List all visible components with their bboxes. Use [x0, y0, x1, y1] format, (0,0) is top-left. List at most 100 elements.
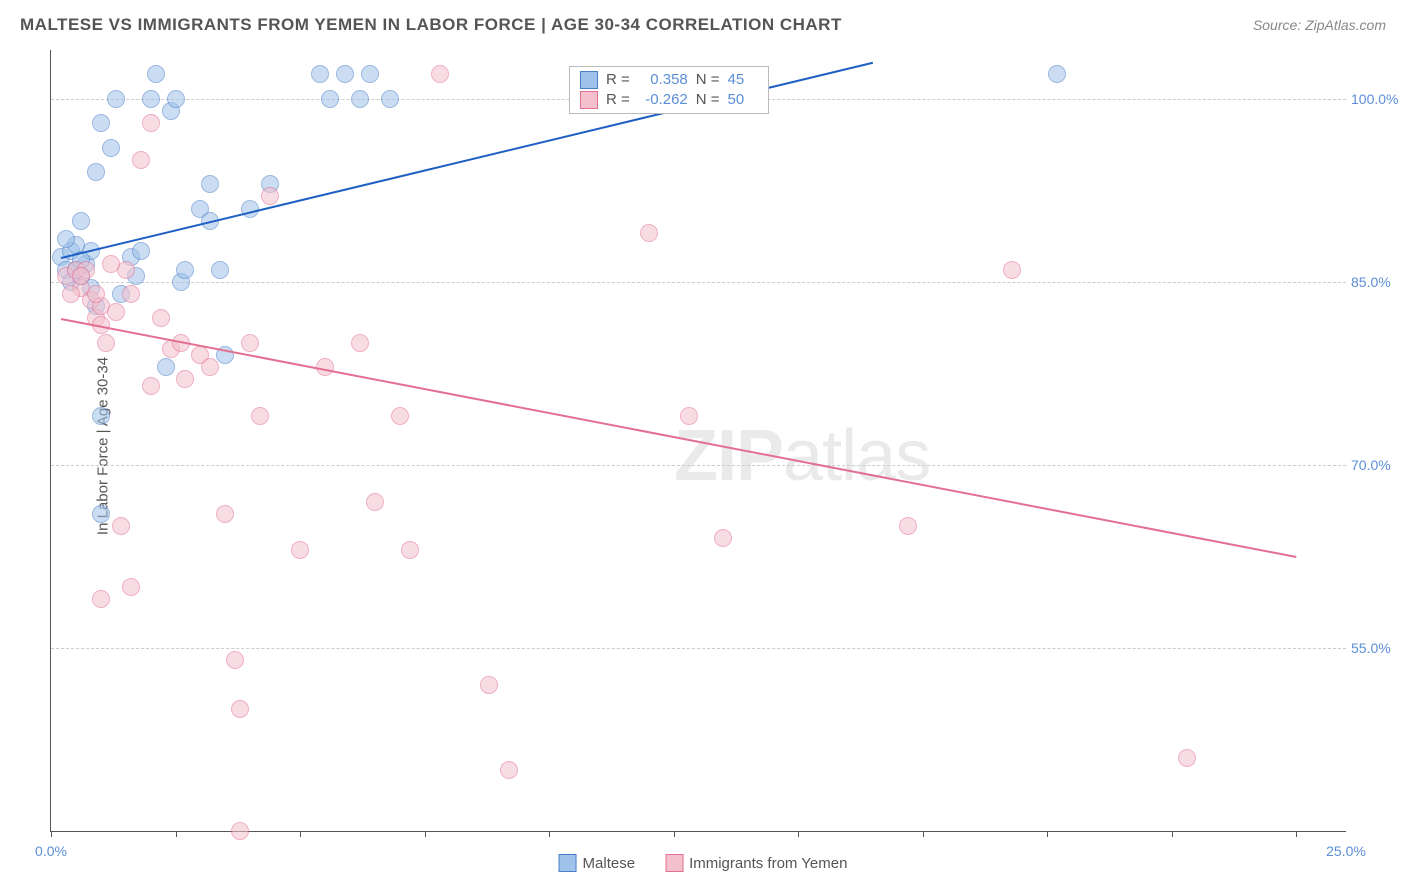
- header: MALTESE VS IMMIGRANTS FROM YEMEN IN LABO…: [0, 0, 1406, 40]
- data-point: [87, 285, 105, 303]
- x-tick: [176, 831, 177, 837]
- x-tick: [51, 831, 52, 837]
- data-point: [714, 529, 732, 547]
- data-point: [251, 407, 269, 425]
- watermark: ZIPatlas: [674, 415, 930, 497]
- data-point: [1178, 749, 1196, 767]
- data-point: [431, 65, 449, 83]
- data-point: [351, 90, 369, 108]
- data-point: [311, 65, 329, 83]
- legend-label: Immigrants from Yemen: [689, 855, 847, 872]
- x-tick: [1047, 831, 1048, 837]
- swatch-icon: [559, 854, 577, 872]
- data-point: [500, 761, 518, 779]
- x-tick: [300, 831, 301, 837]
- data-point: [122, 578, 140, 596]
- x-tick: [549, 831, 550, 837]
- data-point: [112, 517, 130, 535]
- data-point: [62, 285, 80, 303]
- data-point: [152, 309, 170, 327]
- data-point: [241, 334, 259, 352]
- data-point: [92, 590, 110, 608]
- data-point: [201, 175, 219, 193]
- data-point: [142, 114, 160, 132]
- data-point: [157, 358, 175, 376]
- data-point: [1048, 65, 1066, 83]
- gridline: [51, 465, 1346, 466]
- data-point: [216, 505, 234, 523]
- n-value: 45: [728, 71, 758, 88]
- data-point: [132, 151, 150, 169]
- x-tick-label: 0.0%: [35, 843, 67, 859]
- watermark-thin: atlas: [783, 416, 930, 496]
- data-point: [57, 230, 75, 248]
- data-point: [899, 517, 917, 535]
- data-point: [226, 651, 244, 669]
- r-value: 0.358: [638, 71, 688, 88]
- data-point: [381, 90, 399, 108]
- data-point: [107, 303, 125, 321]
- data-point: [366, 493, 384, 511]
- data-point: [167, 90, 185, 108]
- data-point: [142, 90, 160, 108]
- data-point: [122, 285, 140, 303]
- x-tick: [1172, 831, 1173, 837]
- r-value: -0.262: [638, 91, 688, 108]
- data-point: [231, 700, 249, 718]
- y-tick-label: 70.0%: [1351, 457, 1401, 473]
- gridline: [51, 282, 1346, 283]
- source-link[interactable]: ZipAtlas.com: [1305, 17, 1386, 33]
- source-label: Source:: [1253, 17, 1301, 33]
- data-point: [680, 407, 698, 425]
- data-point: [201, 358, 219, 376]
- x-tick: [923, 831, 924, 837]
- x-tick: [798, 831, 799, 837]
- data-point: [102, 255, 120, 273]
- data-point: [92, 505, 110, 523]
- data-point: [261, 187, 279, 205]
- data-point: [176, 370, 194, 388]
- data-point: [336, 65, 354, 83]
- chart-title: MALTESE VS IMMIGRANTS FROM YEMEN IN LABO…: [20, 15, 842, 35]
- data-point: [176, 261, 194, 279]
- stats-legend-row: R =-0.262N =50: [580, 91, 758, 109]
- data-point: [107, 90, 125, 108]
- x-tick: [674, 831, 675, 837]
- trend-line: [61, 318, 1297, 558]
- data-point: [97, 334, 115, 352]
- x-tick-label: 25.0%: [1326, 843, 1366, 859]
- data-point: [132, 242, 150, 260]
- data-point: [351, 334, 369, 352]
- data-point: [361, 65, 379, 83]
- data-point: [1003, 261, 1021, 279]
- r-label: R =: [606, 71, 630, 88]
- source-credit: Source: ZipAtlas.com: [1253, 17, 1386, 33]
- data-point: [102, 139, 120, 157]
- gridline: [51, 648, 1346, 649]
- data-point: [211, 261, 229, 279]
- y-tick-label: 85.0%: [1351, 274, 1401, 290]
- legend-item-yemen: Immigrants from Yemen: [665, 854, 847, 872]
- bottom-legend: Maltese Immigrants from Yemen: [559, 854, 848, 872]
- data-point: [87, 163, 105, 181]
- stats-legend-row: R =0.358N =45: [580, 71, 758, 89]
- swatch-icon: [580, 91, 598, 109]
- data-point: [321, 90, 339, 108]
- data-point: [391, 407, 409, 425]
- data-point: [72, 212, 90, 230]
- swatch-icon: [665, 854, 683, 872]
- data-point: [401, 541, 419, 559]
- data-point: [480, 676, 498, 694]
- legend-label: Maltese: [583, 855, 636, 872]
- data-point: [291, 541, 309, 559]
- r-label: R =: [606, 91, 630, 108]
- chart-container: MALTESE VS IMMIGRANTS FROM YEMEN IN LABO…: [0, 0, 1406, 892]
- swatch-icon: [580, 71, 598, 89]
- n-value: 50: [728, 91, 758, 108]
- data-point: [72, 267, 90, 285]
- x-tick: [1296, 831, 1297, 837]
- data-point: [92, 407, 110, 425]
- data-point: [92, 114, 110, 132]
- stats-legend: R =0.358N =45R =-0.262N =50: [569, 66, 769, 114]
- x-tick: [425, 831, 426, 837]
